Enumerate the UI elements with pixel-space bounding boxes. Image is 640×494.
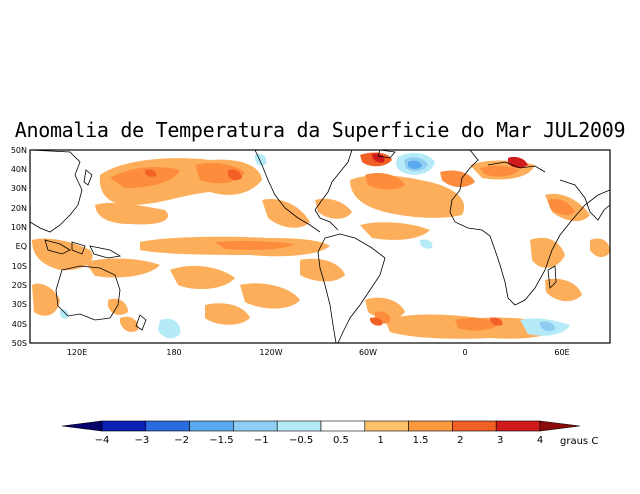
lat-label: 30S [12, 300, 27, 309]
colorbar-arrow-left [61, 420, 103, 432]
lat-label: 40N [11, 165, 27, 174]
lat-label: 10N [11, 223, 27, 232]
colorbar-segment [189, 420, 234, 432]
cool-anomaly-1.5 [408, 160, 422, 169]
lon-label: 180 [166, 348, 181, 357]
colorbar-segment [408, 420, 453, 432]
lat-label: 10S [12, 262, 27, 271]
colorbar-tick-label: −1 [254, 435, 269, 446]
lon-label: 120W [259, 348, 282, 357]
lon-label: 60W [359, 348, 377, 357]
colorbar-tick-label: −0.5 [289, 435, 313, 446]
map-frame [29, 149, 611, 344]
colorbar-tick-label: −1.5 [209, 435, 233, 446]
colorbar-segment [364, 420, 409, 432]
lon-label: 60E [554, 348, 569, 357]
anomaly-field [30, 150, 610, 343]
warm-anomaly-1.5 [145, 152, 503, 326]
warm-anomaly-0.5 [32, 158, 610, 339]
map-title: Anomalia de Temperatura da Superficie do… [14, 118, 626, 142]
colorbar-arrow-right [539, 420, 581, 432]
colorbar-tick-label: 1 [378, 435, 384, 446]
colorbar-tick-label: 4 [537, 435, 543, 446]
lat-label: 50N [11, 146, 27, 155]
lat-axis: 50N 40N 30N 20N 10N EQ 10S 20S 30S 40S 5… [11, 146, 27, 348]
coastlines [30, 150, 610, 343]
colorbar-tick-label: 1.5 [413, 435, 429, 446]
lat-label: 30N [11, 184, 27, 193]
colorbar-tick-label: 3 [497, 435, 503, 446]
lat-label: 40S [12, 320, 27, 329]
warm-anomaly-1 [110, 162, 575, 331]
colorbar-tick-label: 2 [457, 435, 463, 446]
colorbar-units: graus C [560, 436, 598, 447]
lat-label: 20N [11, 204, 27, 213]
lat-label: 50S [12, 339, 27, 348]
colorbar-tick-label: 0.5 [333, 435, 349, 446]
colorbar-tick-label: −3 [134, 435, 149, 446]
colorbar-segment [495, 420, 541, 432]
lon-label: 120E [67, 348, 87, 357]
lat-label: 20S [12, 281, 27, 290]
lon-label: 0 [462, 348, 467, 357]
colorbar-segment [101, 420, 147, 432]
colorbar-tick-label: −2 [174, 435, 189, 446]
colorbar-segment [233, 420, 278, 432]
colorbar: −4 −3 −2 −1.5 −1 −0.5 0.5 1 1.5 2 3 4 [61, 420, 581, 446]
colorbar-segment [452, 420, 497, 432]
colorbar-tick-label: −4 [95, 435, 110, 446]
lon-axis: 120E 180 120W 60W 0 60E [67, 348, 570, 357]
colorbar-segment [320, 420, 366, 432]
lat-label: EQ [16, 242, 27, 251]
colorbar-segment [145, 420, 190, 432]
colorbar-segment [276, 420, 322, 432]
